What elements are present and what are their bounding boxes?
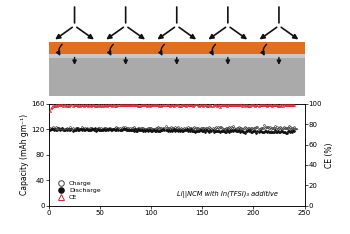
Y-axis label: Capacity (mAh gm⁻¹): Capacity (mAh gm⁻¹): [20, 114, 29, 195]
Text: Li||NCM with In(TFSI)₃ additive: Li||NCM with In(TFSI)₃ additive: [177, 191, 278, 198]
Y-axis label: CE (%): CE (%): [325, 142, 334, 168]
Bar: [49, 42, 304, 54]
Legend: Charge, Discharge, CE: Charge, Discharge, CE: [52, 179, 103, 203]
Bar: [49, 54, 304, 58]
Bar: [49, 54, 304, 96]
